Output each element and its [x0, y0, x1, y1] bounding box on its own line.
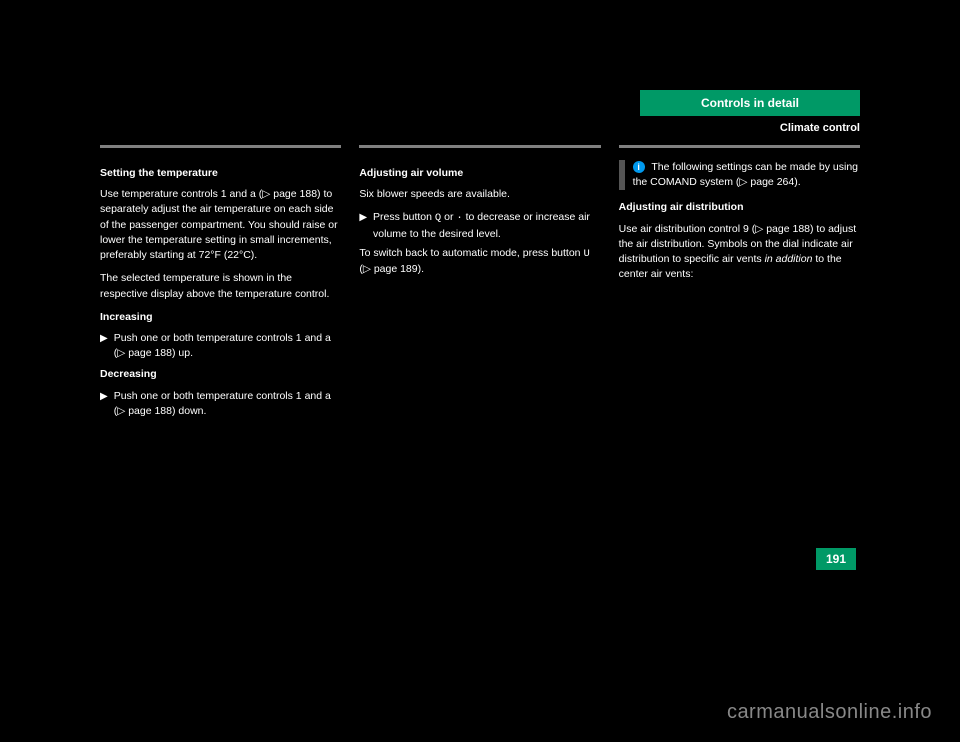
col1-sub1: Increasing: [100, 310, 341, 325]
section-title-text: Climate control: [780, 122, 860, 134]
col3-heading: Adjusting air distribution: [619, 200, 860, 215]
note-line: i The following settings can be made by …: [633, 160, 860, 190]
col1-sub2: Decreasing: [100, 367, 341, 382]
column-2: Adjusting air volume Six blower speeds a…: [359, 145, 600, 423]
page-number: 191: [816, 548, 856, 570]
col2-b2-mono: U: [583, 248, 589, 260]
columns: Setting the temperature Use temperature …: [100, 145, 860, 423]
note-text: The following settings can be made by us…: [633, 161, 858, 188]
col1-heading: Setting the temperature: [100, 166, 341, 181]
header-tab: Controls in detail: [640, 90, 860, 116]
info-icon: i: [633, 161, 645, 173]
col1-bullet2: ▶ Push one or both temperature controls …: [100, 389, 341, 419]
col3-p1: Use air distribution control 9 (▷ page 1…: [619, 222, 860, 283]
col1-p1: Use temperature controls 1 and a (▷ page…: [100, 187, 341, 263]
watermark-text: carmanualsonline.info: [727, 701, 932, 723]
col2-b1-prefix: Press button: [373, 211, 435, 223]
col2-heading: Adjusting air volume: [359, 166, 600, 181]
col2-bullet1: ▶ Press button Q or · to decrease or inc…: [359, 210, 600, 241]
section-title: Climate control: [640, 122, 860, 134]
watermark: carmanualsonline.info: [727, 701, 932, 724]
col2-b1-mid: or: [441, 211, 456, 223]
col2-b2-prefix: To switch back to automatic mode, press …: [359, 247, 583, 259]
col2-bullet1-text: Press button Q or · to decrease or incre…: [373, 210, 601, 241]
triangle-right-icon: ▶: [100, 390, 108, 405]
col1-bullet2-text: Push one or both temperature controls 1 …: [114, 389, 342, 419]
column-1: Setting the temperature Use temperature …: [100, 145, 341, 423]
col2-sub: Six blower speeds are available.: [359, 187, 600, 202]
header-tab-label: Controls in detail: [701, 96, 799, 110]
column-3: i The following settings can be made by …: [619, 145, 860, 423]
col2-b2-suffix: (▷ page 189).: [359, 263, 424, 275]
manual-page: Controls in detail Climate control Setti…: [100, 40, 860, 630]
col3-p1-ital: in addition: [765, 253, 816, 265]
col1-bullet1: ▶ Push one or both temperature controls …: [100, 331, 341, 361]
note-box: i The following settings can be made by …: [619, 160, 860, 190]
col2-p2: To switch back to automatic mode, press …: [359, 246, 600, 277]
col1-bullet1-text: Push one or both temperature controls 1 …: [114, 331, 342, 361]
triangle-right-icon: ▶: [359, 211, 367, 226]
page-number-value: 191: [826, 552, 846, 566]
col1-p2: The selected temperature is shown in the…: [100, 271, 341, 301]
triangle-right-icon: ▶: [100, 332, 108, 347]
